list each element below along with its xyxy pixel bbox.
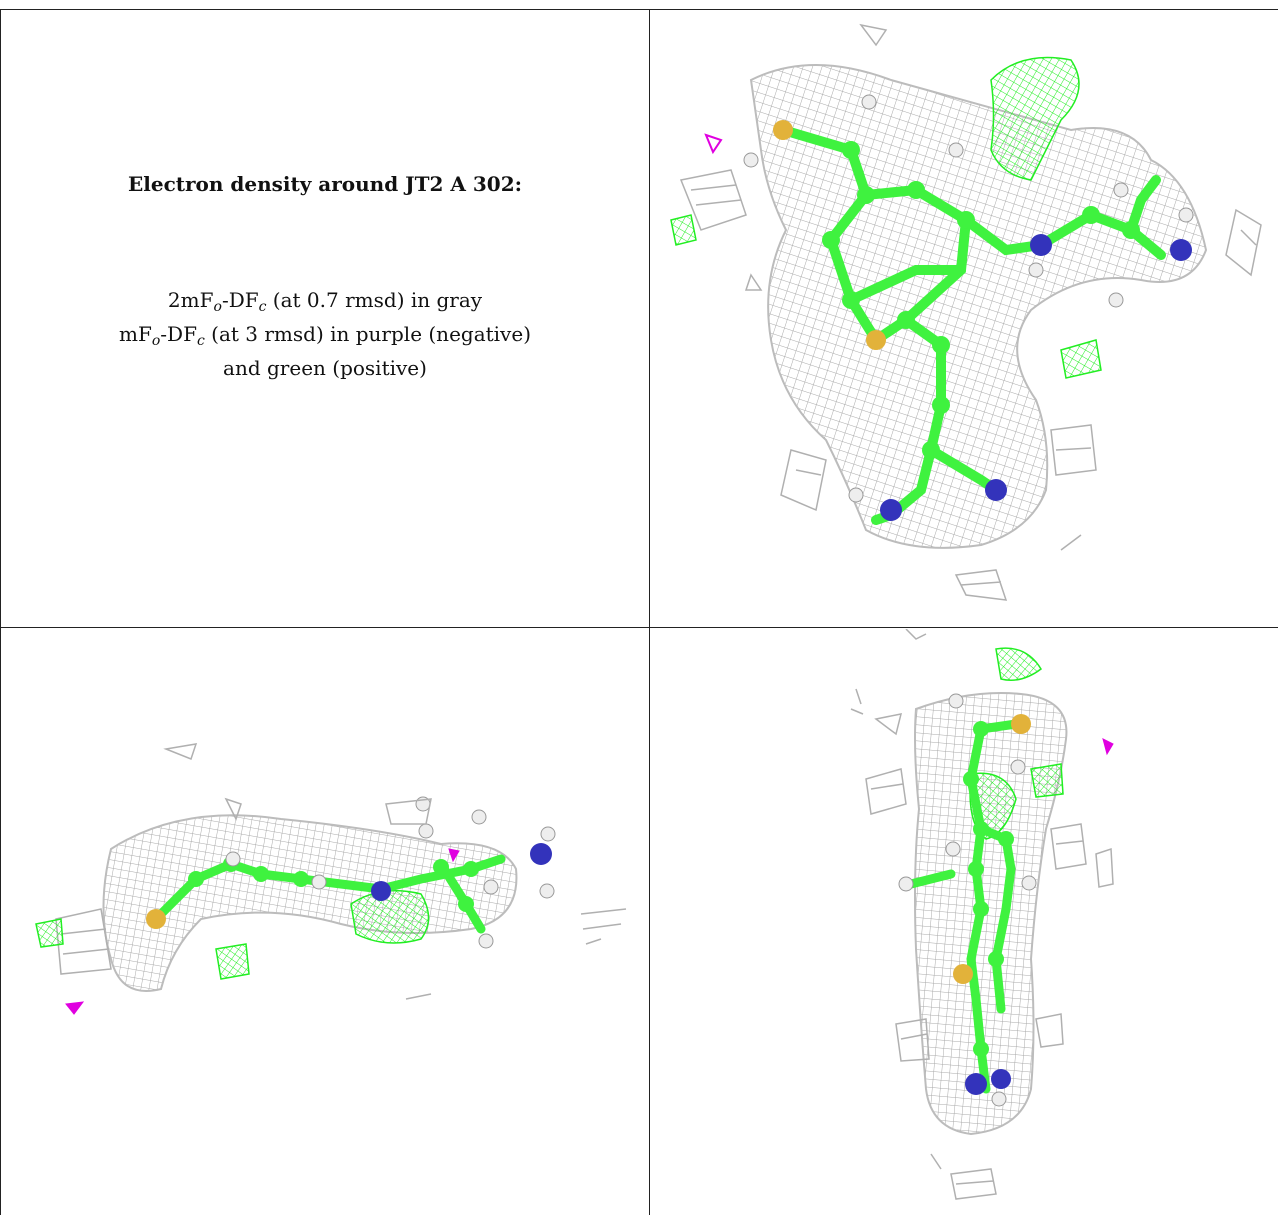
caption-text: (at 0.7 rmsd) in gray <box>266 288 483 312</box>
ligand-atoms <box>743 94 1194 521</box>
mesh-fragments <box>679 23 1262 601</box>
negative-density-fragment <box>1102 738 1114 756</box>
gray-mesh-envelope <box>102 814 518 992</box>
density-panel-top-right <box>651 10 1278 627</box>
gray-mesh-envelope <box>914 692 1068 1136</box>
positive-density-blob <box>969 647 1064 840</box>
grid-line-top <box>0 9 1278 10</box>
caption-line-mfo-dfc: mFo-DFc (at 3 rmsd) in purple (negative) <box>1 322 649 349</box>
caption-subscript: o <box>151 333 161 349</box>
ligand-atoms <box>898 693 1037 1107</box>
grid-line-middle <box>0 627 1278 628</box>
caption-text: -DF <box>221 288 259 312</box>
caption-subscript: o <box>213 299 222 315</box>
caption-text: mF <box>119 322 152 346</box>
caption-text: -DF <box>160 322 197 346</box>
mesh-fragments <box>55 743 627 1000</box>
grid-line-center <box>649 9 650 1215</box>
caption-text: (at 3 rmsd) in purple (negative) <box>204 322 531 346</box>
density-map-view-2 <box>35 743 627 1015</box>
density-panel-bottom-right <box>651 629 1278 1215</box>
mesh-fragments <box>850 629 1114 1200</box>
ligand-atoms <box>146 796 556 949</box>
positive-density-blob <box>990 56 1080 181</box>
caption-line-2mfo-dfc: 2mFo-DFc (at 0.7 rmsd) in gray <box>1 288 649 315</box>
density-map-view-1 <box>670 23 1262 601</box>
figure-title: Electron density around JT2 A 302: <box>128 172 522 196</box>
caption-subscript: c <box>258 299 267 315</box>
density-panel-bottom-left <box>1 629 649 1215</box>
caption-cell: Electron density around JT2 A 302: 2mFo-… <box>1 10 649 627</box>
negative-density-fragment <box>65 848 460 1015</box>
negative-density-fragment <box>704 133 723 155</box>
caption-text: 2mF <box>167 288 214 312</box>
grid-line-left <box>0 9 1 1215</box>
caption-line-positive: and green (positive) <box>223 356 427 380</box>
caption-subscript: c <box>196 333 205 349</box>
positive-density-fragment <box>670 214 1102 379</box>
positive-density-fragment <box>35 918 250 980</box>
positive-density-blob <box>350 889 430 944</box>
density-map-view-3 <box>850 629 1114 1200</box>
